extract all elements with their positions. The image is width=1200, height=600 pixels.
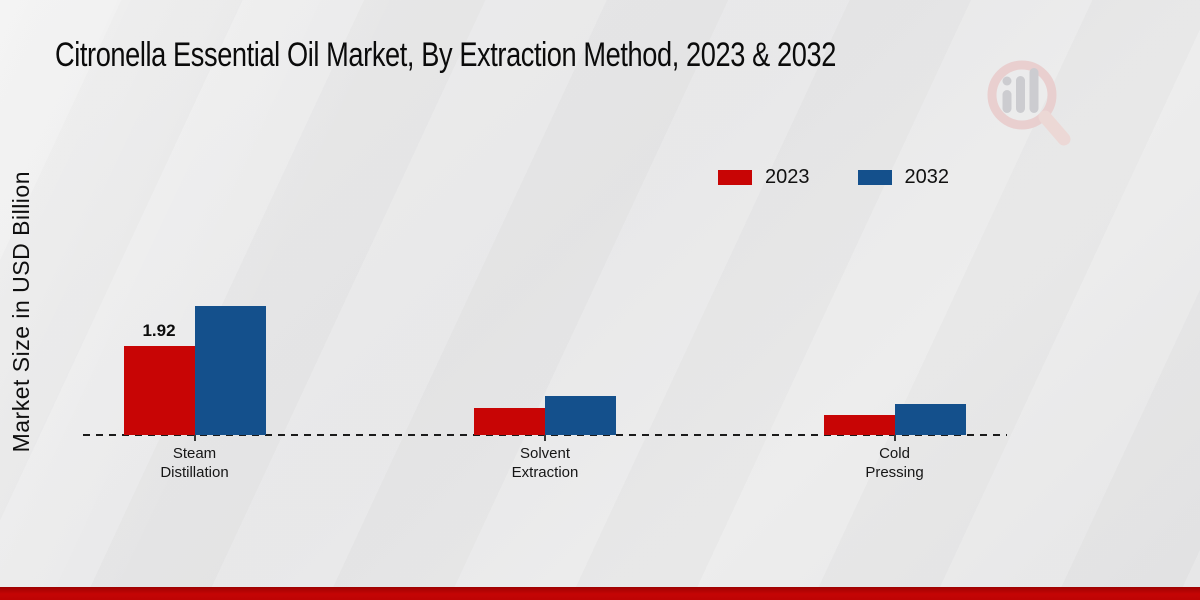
category-label: Steam Distillation <box>160 445 229 482</box>
category-label: Cold Pressing <box>865 445 924 482</box>
axis-tick <box>893 435 896 441</box>
legend-item-2032: 2032 <box>857 166 950 189</box>
plot-area: Steam Distillation Solvent Extraction Cold… <box>83 250 1007 481</box>
magnifier-bar-chart-icon <box>987 60 1071 146</box>
legend-swatch-2032 <box>857 170 892 185</box>
bar-2032-group3 <box>894 404 966 435</box>
axis-tick <box>193 435 196 441</box>
y-axis-label-text: Market Size in USD Billion <box>7 171 34 453</box>
value-label: 1.92 <box>142 321 176 341</box>
bar-2032-group2 <box>545 396 616 435</box>
bar-2023-group3 <box>823 415 895 435</box>
bar-2032-group1 <box>194 306 266 435</box>
category-label: Solvent Extraction <box>511 445 579 482</box>
legend: 2023 2032 <box>718 166 949 189</box>
axis-tick <box>544 435 546 441</box>
bar-2023-group1 <box>123 346 195 435</box>
watermark-logo <box>982 55 1092 155</box>
chart-title: Citronella Essential Oil Market, By Extr… <box>55 36 836 74</box>
legend-label-2032: 2032 <box>904 166 950 188</box>
footer-accent-bar <box>0 587 1200 600</box>
y-axis-label: Market Size in USD Billion <box>4 138 38 486</box>
legend-item-2023: 2023 <box>718 166 810 189</box>
bar-2023-group2 <box>474 408 545 435</box>
legend-swatch-2023 <box>718 170 752 185</box>
legend-label-2023: 2023 <box>765 166 810 188</box>
